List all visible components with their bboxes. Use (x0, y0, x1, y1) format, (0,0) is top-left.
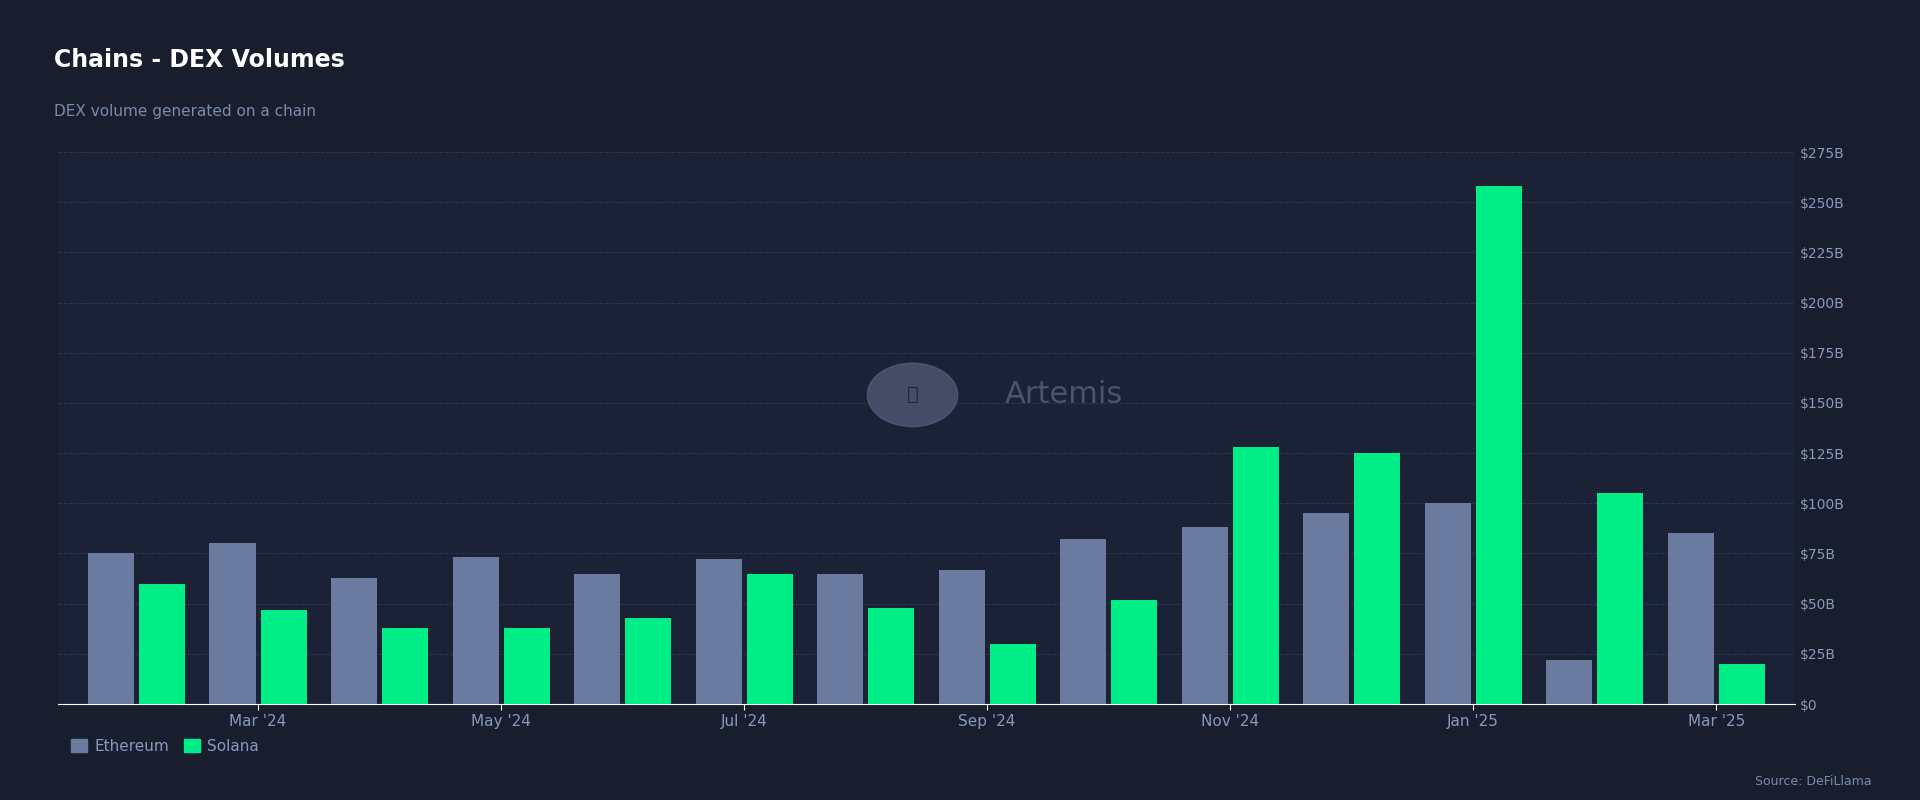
Bar (1546, 660, 1592, 704)
Text: Ⓐ: Ⓐ (906, 386, 918, 404)
Text: Artemis: Artemis (1004, 380, 1123, 410)
Bar (1060, 539, 1106, 704)
Bar (1354, 453, 1400, 704)
Ellipse shape (868, 363, 958, 426)
Text: Chains - DEX Volumes: Chains - DEX Volumes (54, 48, 344, 72)
Bar (1668, 534, 1715, 704)
Bar (88, 554, 134, 704)
Bar (1112, 600, 1158, 704)
Bar (574, 574, 620, 704)
Bar (626, 618, 672, 704)
Bar (453, 558, 499, 704)
Bar (939, 570, 985, 704)
Bar (261, 610, 307, 704)
Legend: Ethereum, Solana: Ethereum, Solana (65, 733, 265, 760)
Bar (1476, 186, 1523, 704)
Bar (1304, 514, 1350, 704)
Bar (503, 628, 549, 704)
Bar (868, 608, 914, 704)
Bar (1597, 494, 1644, 704)
Bar (1181, 527, 1227, 704)
Text: Source: DeFiLlama: Source: DeFiLlama (1755, 775, 1872, 788)
Bar (695, 559, 741, 704)
Bar (989, 644, 1035, 704)
Bar (382, 628, 428, 704)
Bar (1718, 664, 1764, 704)
Bar (330, 578, 376, 704)
Bar (138, 583, 184, 704)
Bar (818, 574, 864, 704)
Bar (209, 543, 255, 704)
Text: DEX volume generated on a chain: DEX volume generated on a chain (54, 104, 315, 119)
Bar (1425, 503, 1471, 704)
Bar (1233, 447, 1279, 704)
Bar (747, 574, 793, 704)
